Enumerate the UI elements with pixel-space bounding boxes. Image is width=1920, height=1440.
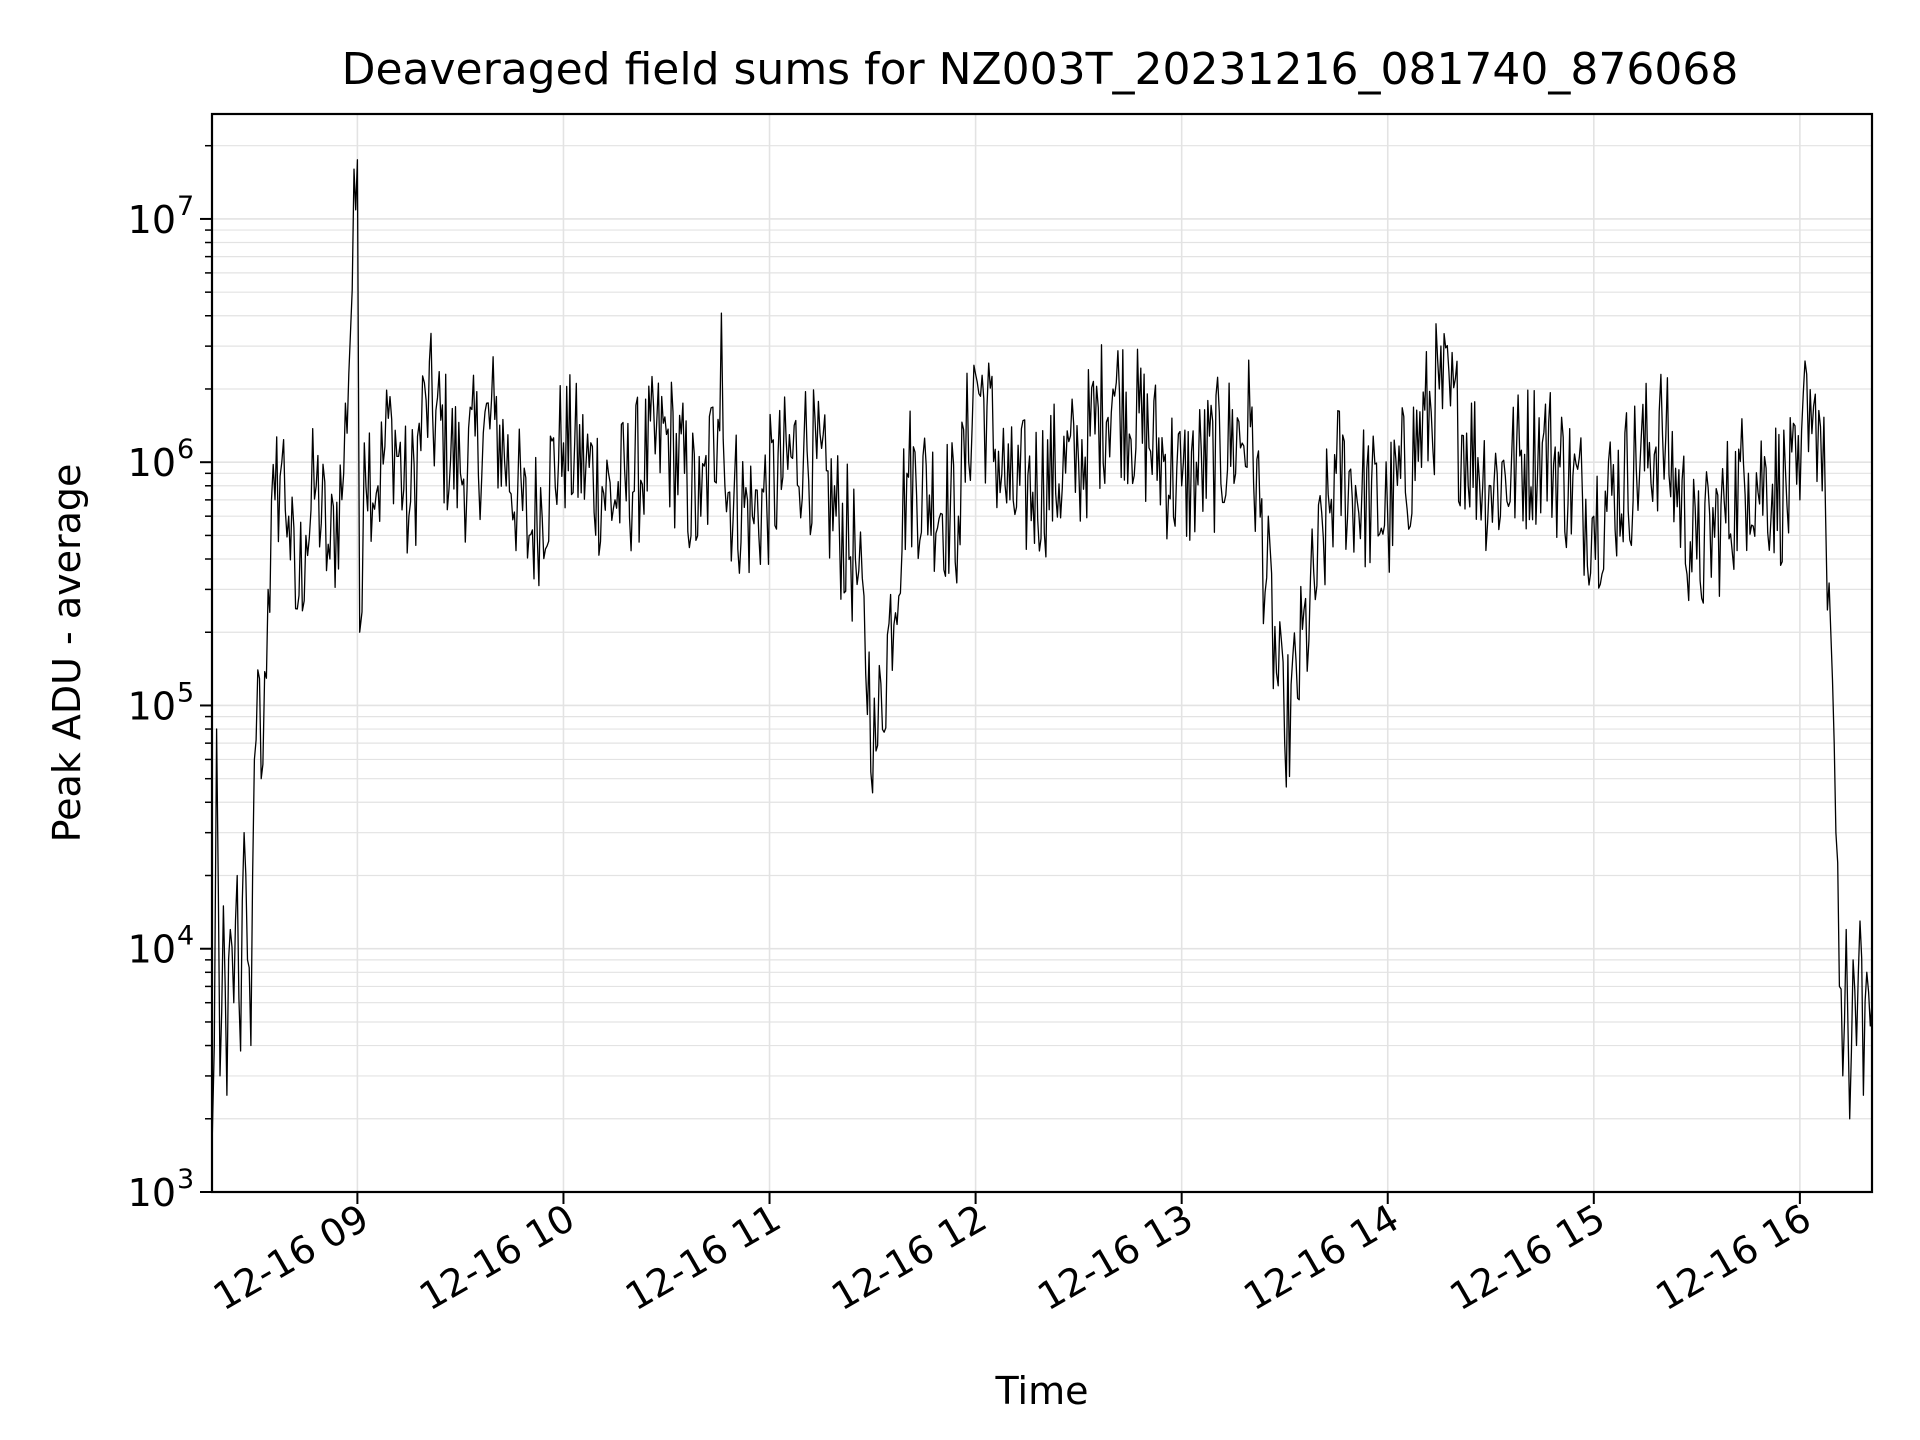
y-tick-exponent: 4: [177, 921, 194, 952]
plot-frame: [210, 112, 1874, 1194]
y-axis-label: Peak ADU - average: [45, 464, 89, 843]
y-tick-label: 10: [128, 198, 176, 242]
chart-title: Deaveraged field sums for NZ003T_2023121…: [342, 44, 1739, 95]
y-tick-exponent: 5: [177, 677, 194, 708]
x-axis-label: Time: [995, 1369, 1089, 1413]
y-tick-exponent: 3: [177, 1164, 194, 1195]
y-tick-exponent: 6: [177, 434, 194, 465]
data-layer: [211, 159, 1873, 1150]
series-line: [211, 159, 1873, 1150]
y-tick-exponent: 7: [177, 191, 194, 222]
y-tick-label: 10: [128, 1171, 176, 1215]
y-tick-label: 10: [128, 928, 176, 972]
y-tick-label: 10: [128, 684, 176, 728]
y-tick-label: 10: [128, 441, 176, 485]
